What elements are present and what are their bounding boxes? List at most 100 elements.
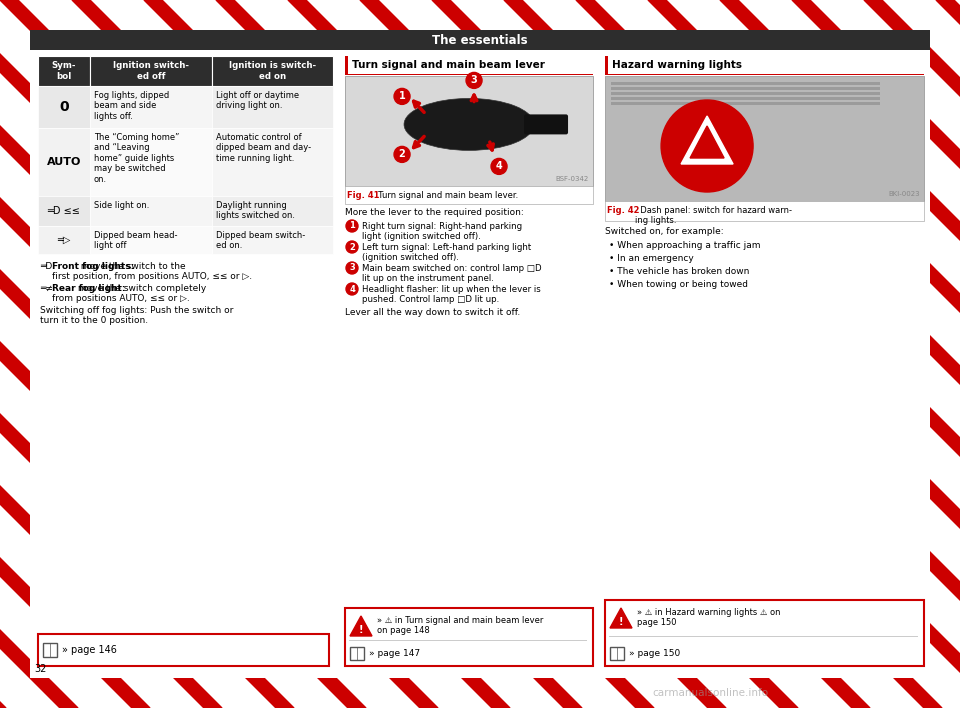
Circle shape [394, 88, 410, 104]
Text: move the switch to the
first position, from positions AUTO, ≤≤ or ▷.: move the switch to the first position, f… [52, 262, 252, 281]
Polygon shape [0, 0, 510, 708]
Text: 32: 32 [34, 664, 46, 674]
Bar [605, 76, 924, 221]
Text: 3: 3 [470, 75, 477, 86]
Text: Fig. 42: Fig. 42 [607, 206, 639, 215]
Bar [611, 82, 880, 85]
Text: ═▷: ═▷ [58, 235, 71, 245]
Text: Switching off fog lights: Push the switch or
turn it to the 0 position.: Switching off fog lights: Push the switc… [40, 306, 233, 326]
Polygon shape [900, 0, 960, 708]
Text: Left turn signal: Left-hand parking light
(ignition switched off).: Left turn signal: Left-hand parking ligh… [362, 243, 531, 263]
Text: 1: 1 [349, 222, 355, 231]
Text: Side light on.: Side light on. [94, 201, 150, 210]
Text: Sym-
bol: Sym- bol [52, 62, 76, 81]
Text: Light off or daytime
driving light on.: Light off or daytime driving light on. [216, 91, 300, 110]
Bar [345, 76, 593, 186]
Text: Fig. 41: Fig. 41 [347, 191, 379, 200]
Polygon shape [576, 0, 960, 708]
Polygon shape [864, 0, 960, 708]
Polygon shape [0, 0, 78, 708]
Polygon shape [0, 0, 294, 708]
Text: 3: 3 [349, 263, 355, 273]
Circle shape [346, 283, 358, 295]
Bar [38, 128, 90, 196]
Bar [90, 196, 212, 226]
Circle shape [346, 220, 358, 232]
Text: » page 150: » page 150 [629, 649, 681, 658]
Text: • When towing or being towed: • When towing or being towed [609, 280, 748, 289]
Text: Dash panel: switch for hazard warn-
ing lights.: Dash panel: switch for hazard warn- ing … [635, 206, 792, 225]
Bar [212, 56, 333, 86]
Ellipse shape [404, 98, 534, 150]
Bar [611, 102, 880, 105]
Polygon shape [0, 0, 474, 708]
Bar [345, 56, 348, 74]
Polygon shape [180, 0, 906, 708]
Polygon shape [360, 0, 960, 708]
Bar [38, 196, 90, 226]
Bar [90, 86, 212, 128]
Text: ═≠: ═≠ [40, 284, 59, 293]
Polygon shape [36, 0, 762, 708]
Polygon shape [0, 0, 330, 708]
Bar [30, 30, 930, 50]
FancyBboxPatch shape [524, 115, 568, 135]
Bar [90, 56, 212, 86]
Polygon shape [0, 0, 6, 708]
Text: » ⚠ in Hazard warning lights ⚠ on
page 150: » ⚠ in Hazard warning lights ⚠ on page 1… [637, 608, 780, 627]
Bar [350, 647, 364, 660]
Polygon shape [0, 0, 42, 708]
Text: !: ! [619, 617, 623, 627]
Text: Turn signal and main beam lever.: Turn signal and main beam lever. [373, 191, 518, 200]
Bar [345, 74, 593, 75]
Polygon shape [720, 0, 960, 708]
Text: Hazard warning lights: Hazard warning lights [612, 60, 742, 70]
Text: • In an emergency: • In an emergency [609, 254, 694, 263]
Text: ═D ≤≤: ═D ≤≤ [48, 206, 81, 216]
Bar [212, 86, 333, 128]
Text: 2: 2 [398, 149, 405, 159]
Text: !: ! [359, 625, 363, 635]
Circle shape [394, 147, 410, 162]
Text: » page 147: » page 147 [369, 649, 420, 658]
Text: Front fog lights:: Front fog lights: [52, 262, 134, 271]
Text: BKI-0023: BKI-0023 [888, 191, 920, 197]
Polygon shape [0, 0, 438, 708]
Text: Lever all the way down to switch it off.: Lever all the way down to switch it off. [345, 308, 520, 317]
Polygon shape [540, 0, 960, 708]
Polygon shape [504, 0, 960, 708]
Text: Ignition switch-
ed off: Ignition switch- ed off [113, 62, 189, 81]
Polygon shape [108, 0, 834, 708]
Bar [605, 74, 924, 75]
Bar [345, 608, 593, 666]
Polygon shape [684, 0, 960, 708]
Bar [350, 647, 357, 660]
Text: 2: 2 [349, 243, 355, 251]
Bar [90, 128, 212, 196]
Polygon shape [350, 616, 372, 636]
Polygon shape [0, 0, 402, 708]
Text: Dipped beam switch-
ed on.: Dipped beam switch- ed on. [216, 231, 305, 251]
Polygon shape [144, 0, 870, 708]
Text: Fog lights, dipped
beam and side
lights off.: Fog lights, dipped beam and side lights … [94, 91, 169, 121]
Bar [38, 56, 90, 86]
Polygon shape [612, 0, 960, 708]
Bar [90, 226, 212, 254]
Text: 4: 4 [495, 161, 502, 171]
Bar [605, 56, 608, 74]
Bar [605, 600, 924, 666]
Bar [38, 634, 329, 666]
Text: Switched on, for example:: Switched on, for example: [605, 227, 724, 236]
Circle shape [491, 159, 507, 174]
Bar [212, 196, 333, 226]
Bar [611, 92, 880, 95]
Polygon shape [0, 0, 222, 708]
Text: Headlight flasher: lit up when the lever is
pushed. Control lamp □D lit up.: Headlight flasher: lit up when the lever… [362, 285, 540, 304]
Bar [38, 226, 90, 254]
Polygon shape [0, 0, 186, 708]
Text: 4: 4 [349, 285, 355, 294]
Text: 1: 1 [398, 91, 405, 101]
Text: Dipped beam head-
light off: Dipped beam head- light off [94, 231, 178, 251]
Circle shape [661, 100, 753, 192]
Text: Ignition is switch-
ed on: Ignition is switch- ed on [228, 62, 316, 81]
